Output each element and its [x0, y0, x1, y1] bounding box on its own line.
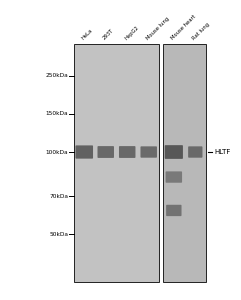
Text: HeLa: HeLa: [81, 28, 94, 41]
Text: HepG2: HepG2: [124, 25, 140, 41]
FancyBboxPatch shape: [165, 145, 183, 159]
Text: 70kDa: 70kDa: [49, 194, 68, 199]
Text: Mouse heart: Mouse heart: [170, 14, 197, 41]
Text: Rat lung: Rat lung: [192, 22, 211, 41]
Text: Mouse lung: Mouse lung: [145, 16, 170, 41]
Bar: [74, 44, 160, 282]
FancyBboxPatch shape: [98, 146, 114, 158]
FancyBboxPatch shape: [119, 146, 135, 158]
Text: 293T: 293T: [102, 28, 115, 41]
Text: 250kDa: 250kDa: [46, 73, 68, 78]
Text: 150kDa: 150kDa: [46, 111, 68, 116]
FancyBboxPatch shape: [188, 146, 202, 158]
Text: 100kDa: 100kDa: [46, 149, 68, 154]
Text: 50kDa: 50kDa: [49, 232, 68, 237]
FancyBboxPatch shape: [166, 205, 181, 216]
FancyBboxPatch shape: [141, 146, 157, 158]
Text: HLTF: HLTF: [214, 149, 230, 155]
Bar: [163, 44, 206, 282]
FancyBboxPatch shape: [75, 146, 93, 159]
FancyBboxPatch shape: [166, 171, 182, 183]
